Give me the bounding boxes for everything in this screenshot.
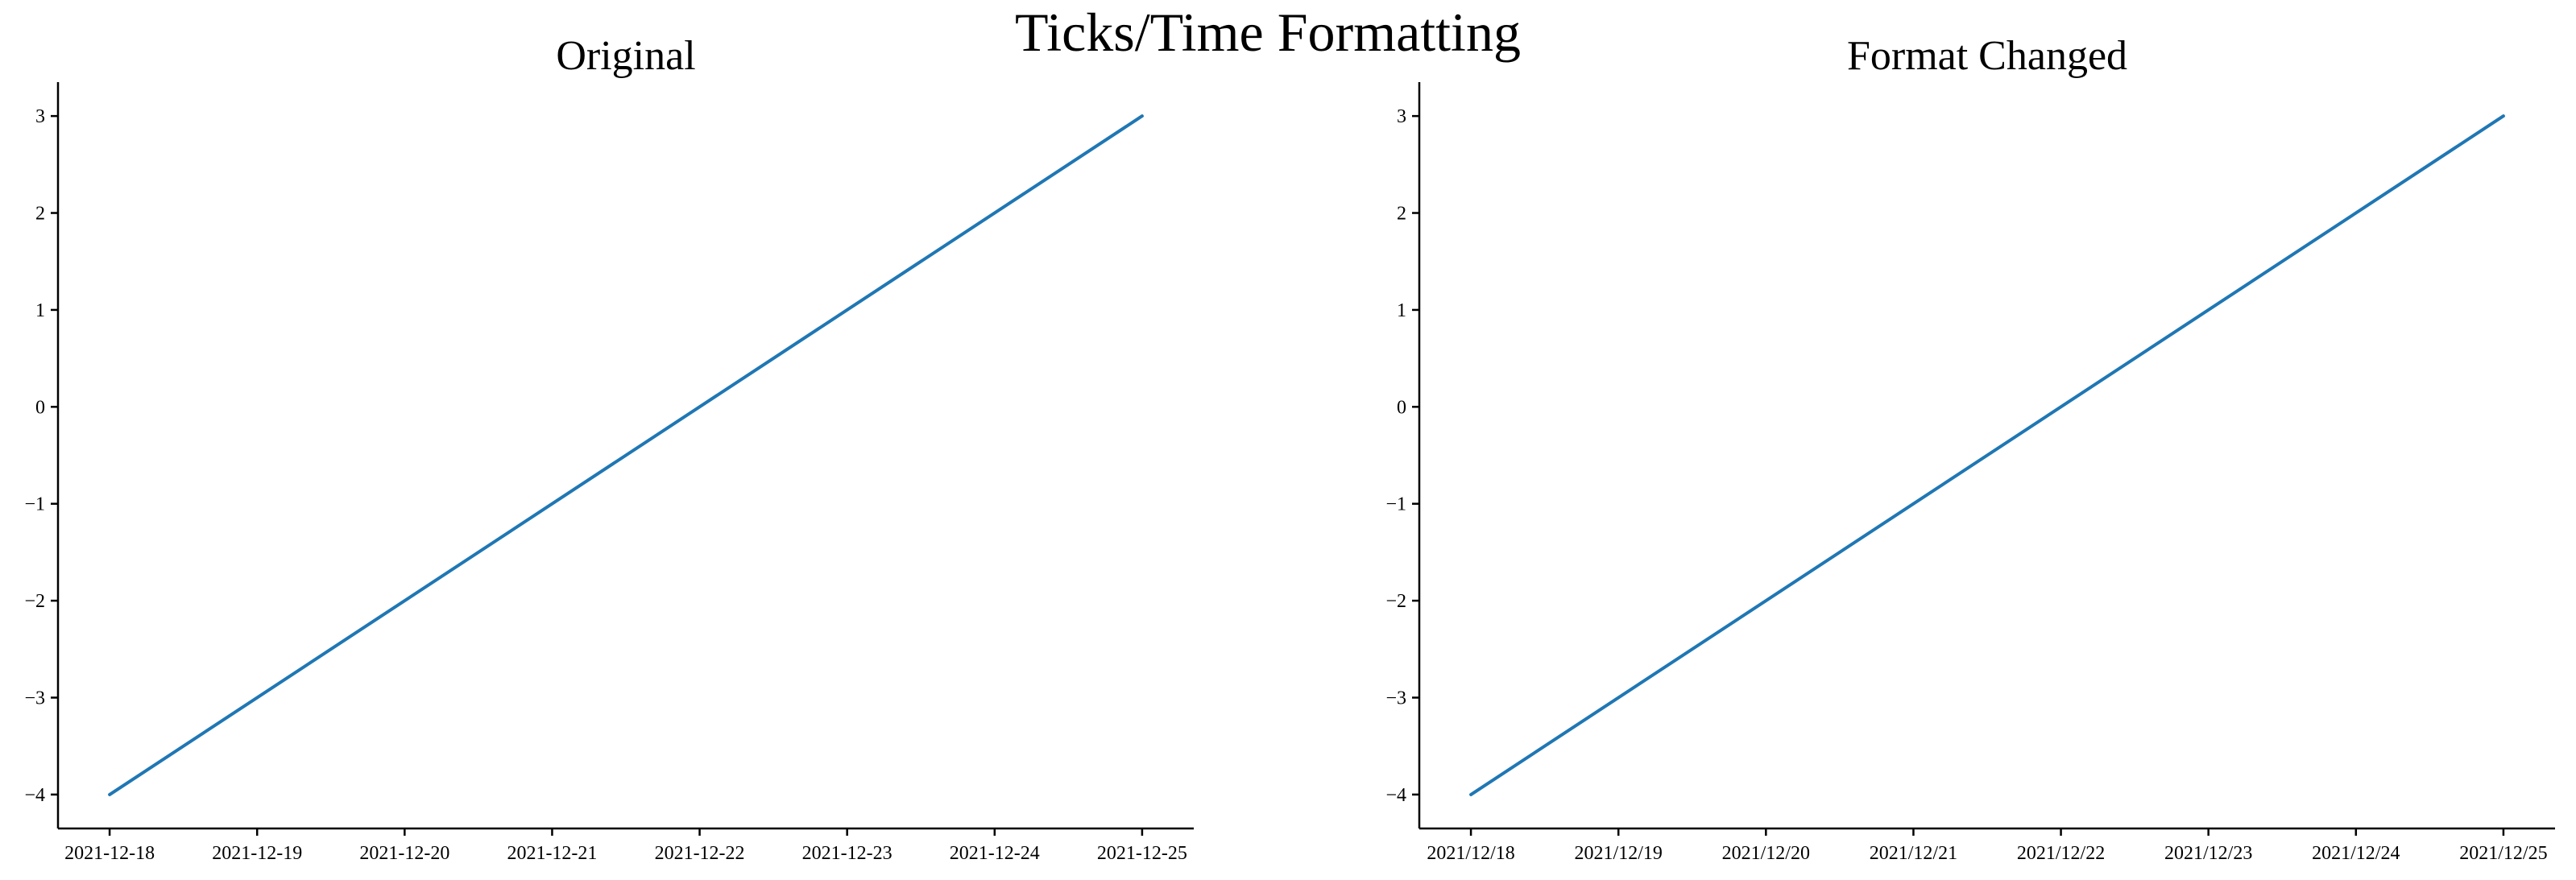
x-tick-label: 2021/12/23: [2164, 843, 2252, 864]
y-tick-label: −3: [1385, 688, 1406, 709]
x-tick-label: 2021/12/25: [2459, 843, 2547, 864]
y-tick-label: −1: [24, 494, 45, 515]
x-tick-label: 2021-12-24: [950, 843, 1040, 864]
y-tick-label: 0: [1397, 397, 1406, 418]
y-tick-label: −3: [24, 688, 45, 709]
plot-area-format-changed: 3 2 1 0 −1 −2 −3 −4 2021/12/18 2021/12/19 2021/12/…: [1385, 82, 2555, 864]
y-tick-label: −2: [1385, 591, 1406, 612]
x-tick-label: 2021-12-23: [802, 843, 892, 864]
y-tick-label: −2: [24, 591, 45, 612]
y-tick-label: 2: [35, 204, 45, 225]
y-tick-label: 1: [35, 300, 45, 321]
x-tick-label: 2021-12-22: [655, 843, 745, 864]
x-tick-label: 2021-12-18: [64, 843, 155, 864]
plot-area-original: 3 2 1 0 −1 −2 −3 −4 2021-12-18 2021-12-19 2021-12-…: [24, 82, 1194, 864]
subplot-format-changed: Format Changed 3 2 1 0 −1 −2 −3 −4 2021/12/18 202…: [1385, 33, 2555, 864]
y-tick-label: −1: [1385, 494, 1406, 515]
subplot-original: Original 3 2 1 0 −1 −2 −3 −4 2021-12-18 2021-12-1…: [24, 33, 1194, 864]
y-tick-label: 1: [1397, 300, 1406, 321]
subplot-title-format-changed: Format Changed: [1847, 33, 2127, 79]
x-tick-label: 2021-12-20: [359, 843, 449, 864]
subplot-title-original: Original: [556, 33, 695, 79]
x-tick-label: 2021-12-21: [507, 843, 597, 864]
series-line-original: [108, 114, 1144, 796]
y-tick-label: 2: [1397, 204, 1406, 225]
y-tick-label: 3: [35, 106, 45, 127]
x-tick-label: 2021/12/19: [1575, 843, 1663, 864]
x-tick-label: 2021/12/18: [1427, 843, 1514, 864]
x-tick-label: 2021-12-25: [1097, 843, 1187, 864]
x-tick-label: 2021/12/20: [1722, 843, 1810, 864]
x-tick-label: 2021-12-19: [212, 843, 302, 864]
figure-suptitle: Ticks/Time Formatting: [1015, 2, 1521, 63]
x-tick-label: 2021/12/24: [2312, 843, 2400, 864]
x-tick-label: 2021/12/22: [2017, 843, 2105, 864]
y-tick-label: −4: [24, 785, 45, 806]
y-tick-label: −4: [1385, 785, 1406, 806]
y-tick-label: 3: [1397, 106, 1406, 127]
y-tick-label: 0: [35, 397, 45, 418]
x-tick-label: 2021/12/21: [1870, 843, 1957, 864]
series-line-format-changed: [1469, 114, 2505, 796]
